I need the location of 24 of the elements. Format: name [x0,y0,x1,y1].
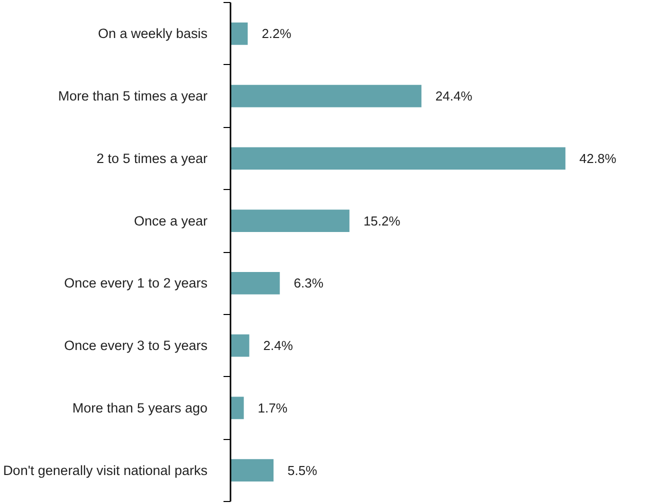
y-tick-label: Once a year [134,213,208,228]
data-label: 2.4% [263,338,294,354]
y-tick-label: Don't generally visit national parks [3,462,208,478]
data-label: 15.2% [363,213,401,228]
y-tick-label: On a weekly basis [98,26,208,42]
data-label: 5.5% [288,462,318,478]
y-tick-label: Once every 1 to 2 years [64,276,208,291]
y-tick-label: More than 5 years ago [72,400,208,416]
data-label: 2.2% [262,26,292,42]
bar [230,84,422,108]
bar [230,22,248,45]
bar [230,147,566,170]
data-label: 1.7% [258,400,288,416]
bar [230,272,280,294]
bar [230,396,244,420]
bar [230,210,350,232]
data-label: 6.3% [294,276,324,291]
data-label: 42.8% [579,150,617,166]
bar [230,459,274,482]
y-tick-label: Once every 3 to 5 years [64,338,208,354]
y-tick-label: 2 to 5 times a year [96,150,208,166]
bar [230,334,250,357]
data-label: 24.4% [435,88,473,104]
y-tick-label: More than 5 times a year [58,88,208,104]
